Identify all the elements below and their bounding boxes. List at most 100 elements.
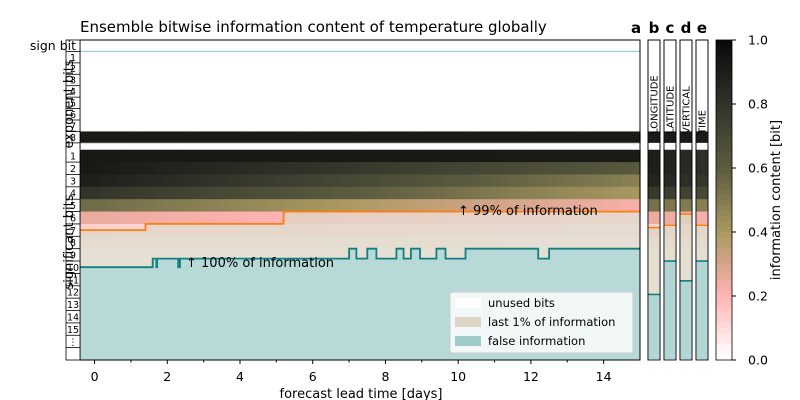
heat-cell-exp8 bbox=[248, 131, 258, 143]
heat-cell bbox=[164, 174, 174, 188]
colorbar-segment bbox=[716, 98, 732, 105]
heat-cell bbox=[145, 186, 156, 200]
heat-cell bbox=[154, 149, 165, 163]
heat-cell-exp8 bbox=[416, 131, 426, 143]
heat-cell-exp8 bbox=[238, 131, 249, 143]
heat-cell bbox=[341, 162, 352, 175]
heat-cell bbox=[332, 186, 342, 200]
heat-cell bbox=[154, 162, 165, 175]
heat-cell bbox=[182, 199, 193, 212]
heat-cell-exp8 bbox=[145, 131, 156, 143]
heat-cell bbox=[266, 199, 277, 212]
heat-cell bbox=[481, 186, 492, 200]
heat-cell bbox=[98, 149, 109, 163]
heat-cell bbox=[164, 162, 174, 175]
heat-cell bbox=[444, 174, 454, 188]
heat-cell bbox=[248, 199, 258, 212]
heat-cell bbox=[350, 186, 361, 200]
panel-cell bbox=[664, 162, 676, 175]
heat-cell bbox=[453, 162, 464, 175]
colorbar-segment bbox=[716, 194, 732, 201]
legend-label-unused: unused bits bbox=[488, 296, 555, 310]
heat-cell bbox=[528, 199, 538, 212]
heat-cell bbox=[126, 162, 137, 175]
colorbar-segment bbox=[716, 296, 732, 302]
heat-cell bbox=[593, 149, 604, 163]
heat-cell bbox=[154, 186, 165, 200]
heat-cell bbox=[546, 186, 557, 200]
heat-cell bbox=[397, 149, 408, 163]
panel-mask-false bbox=[648, 294, 660, 360]
heat-cell bbox=[117, 174, 128, 188]
heat-cell bbox=[192, 174, 202, 188]
heat-cell bbox=[89, 162, 100, 175]
legend: unused bits last 1% of information false… bbox=[449, 291, 634, 354]
heat-cell bbox=[154, 174, 165, 188]
heat-cell bbox=[444, 149, 454, 163]
heat-cell bbox=[453, 186, 464, 200]
heat-cell bbox=[229, 211, 240, 225]
heat-cell bbox=[164, 211, 174, 225]
heat-cell bbox=[546, 199, 557, 212]
heat-cell bbox=[425, 174, 436, 188]
colorbar: 0.0 0.2 0.4 0.6 0.8 1.0 bbox=[715, 33, 768, 368]
heat-cell bbox=[248, 162, 258, 175]
heat-cell bbox=[406, 199, 417, 212]
heat-cell bbox=[416, 199, 426, 212]
heat-cell bbox=[220, 199, 230, 212]
heat-cell-exp8 bbox=[481, 131, 492, 143]
heat-cell bbox=[444, 162, 454, 175]
colorbar-segment bbox=[716, 77, 732, 84]
heat-cell bbox=[612, 199, 622, 212]
heat-cell bbox=[266, 211, 277, 225]
heat-cell bbox=[584, 162, 594, 175]
heat-cell bbox=[388, 174, 398, 188]
heat-cell bbox=[192, 186, 202, 200]
heat-cell bbox=[500, 186, 510, 200]
sign-bit-label: sign bit bbox=[30, 38, 76, 53]
heat-cell bbox=[229, 162, 240, 175]
heat-cell bbox=[453, 149, 464, 163]
heat-cell bbox=[490, 162, 501, 175]
heat-cell bbox=[285, 186, 296, 200]
heat-cell bbox=[369, 149, 380, 163]
heat-cell bbox=[117, 149, 128, 163]
colorbar-segment bbox=[716, 82, 732, 89]
x-tick-label: 4 bbox=[236, 369, 244, 384]
x-tick-label: 10 bbox=[450, 369, 466, 384]
information-lines bbox=[80, 210, 640, 269]
heat-cell-exp8 bbox=[388, 131, 398, 143]
heat-cell bbox=[453, 174, 464, 188]
heat-cell bbox=[612, 162, 622, 175]
colorbar-segment bbox=[716, 200, 732, 206]
heat-cell-exp8 bbox=[425, 131, 436, 143]
heat-cell bbox=[472, 149, 482, 163]
colorbar-segment bbox=[716, 312, 732, 318]
heat-cell bbox=[509, 149, 520, 163]
heat-cell-exp8 bbox=[462, 131, 473, 143]
exp-bit-label: 4 bbox=[70, 87, 76, 98]
colorbar-tick-label: 0.8 bbox=[748, 97, 768, 112]
main-axes: 0 2 4 6 8 10 12 14 bbox=[79, 39, 641, 384]
heat-cell bbox=[182, 186, 193, 200]
heat-cell bbox=[490, 186, 501, 200]
heat-cell bbox=[462, 174, 473, 188]
panel-border bbox=[647, 39, 661, 361]
heat-cell bbox=[117, 186, 128, 200]
panel-border bbox=[679, 39, 693, 361]
panel-cell bbox=[648, 149, 660, 163]
legend-label-last1pct: last 1% of information bbox=[488, 315, 615, 329]
heat-cell-exp8 bbox=[472, 131, 482, 143]
heat-cell bbox=[126, 199, 137, 212]
heat-cell bbox=[182, 211, 193, 225]
heat-cell bbox=[546, 149, 557, 163]
colorbar-segment bbox=[716, 40, 732, 46]
panel-label: LONGITUDE bbox=[650, 75, 661, 134]
heat-cell bbox=[210, 174, 221, 188]
heat-cell bbox=[574, 199, 585, 212]
heat-cell-exp8 bbox=[220, 131, 230, 143]
heat-cell bbox=[136, 174, 146, 188]
heat-cell bbox=[98, 162, 109, 175]
heat-cell-exp8 bbox=[136, 131, 146, 143]
heat-cell bbox=[630, 199, 641, 212]
